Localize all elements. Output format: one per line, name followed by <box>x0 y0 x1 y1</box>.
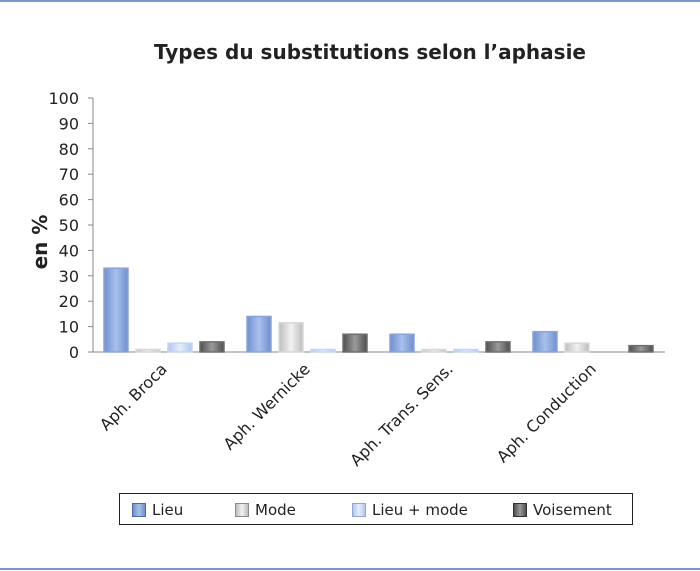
axes <box>92 98 665 353</box>
bar-mode-3 <box>564 342 590 353</box>
bar-mode-0 <box>135 348 161 353</box>
bar-voisement-0 <box>199 341 225 353</box>
x-tick-label: Aph. Broca <box>96 359 171 434</box>
bar-lieu-1 <box>246 315 272 353</box>
legend-swatch-voisement <box>513 503 527 517</box>
x-tick-label: Aph. Conduction <box>493 359 600 466</box>
legend-item-lieu: Lieu <box>132 500 183 520</box>
bar-lieu-3 <box>532 330 558 353</box>
bar-mode-2 <box>421 348 447 353</box>
y-tick-label: 60 <box>59 191 79 210</box>
bar-lieu-mode-0 <box>167 342 193 353</box>
bar-lieu-mode-2 <box>453 348 479 353</box>
bar-voisement-2 <box>485 341 511 353</box>
bottom-rule <box>0 568 700 570</box>
top-rule <box>0 0 700 2</box>
y-tick-label: 90 <box>59 114 79 133</box>
legend-swatch-lieu <box>132 503 146 517</box>
chart-title: Types du substitutions selon l’aphasie <box>153 40 586 64</box>
y-tick-label: 40 <box>59 241 79 260</box>
y-tick-label: 50 <box>59 216 79 235</box>
legend-swatch-lieu-mode <box>352 503 366 517</box>
y-tick-label: 10 <box>59 318 79 337</box>
y-tick-label: 100 <box>48 89 79 108</box>
y-tick-label: 0 <box>69 343 79 362</box>
bar-lieu-mode-1 <box>310 348 336 353</box>
y-tick-label: 80 <box>59 140 79 159</box>
bar-lieu-0 <box>103 267 129 353</box>
legend-label-lieu-mode: Lieu + mode <box>372 501 468 519</box>
legend-label-mode: Mode <box>255 501 296 519</box>
x-tick-labels: Aph. Broca Aph. Wernicke Aph. Trans. Sens.… <box>96 359 600 470</box>
legend-label-lieu: Lieu <box>152 501 184 519</box>
y-ticks: 0 10 20 30 40 50 60 70 80 90 100 <box>48 89 93 362</box>
legend-item-mode: Mode <box>235 500 296 520</box>
legend-item-lieu-mode: Lieu + mode <box>352 500 468 520</box>
x-tick-label: Aph. Wernicke <box>220 359 314 453</box>
legend-item-voisement: Voisement <box>513 500 612 520</box>
legend-swatch-mode <box>235 503 249 517</box>
y-tick-label: 20 <box>59 292 79 311</box>
legend-label-voisement: Voisement <box>533 501 612 519</box>
legend: Lieu Mode Lieu + mode Voisement <box>119 493 633 525</box>
x-tick-label: Aph. Trans. Sens. <box>346 359 457 470</box>
y-tick-label: 30 <box>59 267 79 286</box>
y-tick-label: 70 <box>59 165 79 184</box>
bars <box>103 267 654 353</box>
bar-lieu-2 <box>389 333 415 353</box>
bar-mode-1 <box>278 322 304 353</box>
bar-voisement-1 <box>342 333 368 353</box>
bar-voisement-3 <box>628 344 654 353</box>
